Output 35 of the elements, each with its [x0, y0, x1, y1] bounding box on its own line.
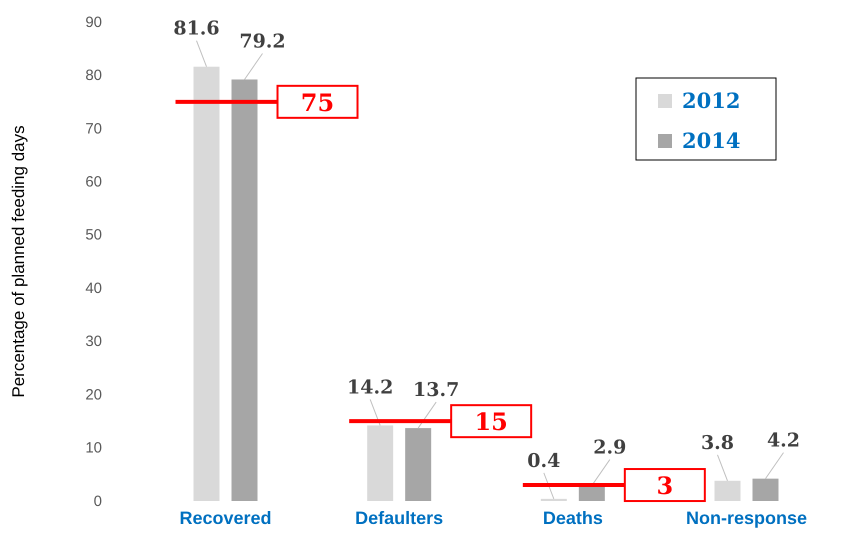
y-axis-title: Percentage of planned feeding days [9, 125, 28, 398]
y-tick-label: 30 [85, 333, 102, 350]
x-tick-label: Recovered [179, 508, 272, 528]
bar [194, 66, 220, 501]
data-label: 81.6 [173, 18, 220, 40]
data-label: 4.2 [766, 430, 800, 452]
legend-label: 2012 [682, 88, 740, 113]
data-label: 2.9 [593, 436, 626, 459]
y-tick-label: 10 [85, 440, 102, 457]
y-tick-label: 70 [85, 120, 102, 138]
y-tick-label: 0 [94, 492, 102, 510]
y-tick-label: 40 [85, 280, 102, 297]
bar [367, 425, 394, 501]
x-tick-label: Deaths [542, 508, 603, 528]
bar [405, 428, 432, 501]
x-tick-label: Non-response [686, 508, 808, 528]
y-tick-label: 60 [85, 173, 102, 190]
y-tick-label: 90 [85, 14, 102, 31]
bar [714, 480, 740, 501]
data-label: 13.7 [413, 379, 460, 402]
y-tick-label: 50 [85, 226, 102, 244]
bar [578, 486, 605, 501]
data-label: 79.2 [239, 30, 286, 52]
ref-line-label: 75 [300, 88, 334, 117]
x-tick-label: Defaulters [355, 508, 444, 528]
ref-line-label: 3 [656, 471, 674, 500]
legend-label: 2014 [682, 128, 740, 153]
y-tick-label: 20 [85, 386, 102, 404]
data-label: 14.2 [347, 376, 394, 398]
y-tick-label: 80 [85, 67, 102, 84]
data-label: 3.8 [700, 432, 734, 454]
bar [752, 478, 778, 501]
bar [232, 79, 258, 501]
data-label: 0.4 [527, 450, 560, 472]
ref-line-label: 15 [474, 407, 508, 436]
